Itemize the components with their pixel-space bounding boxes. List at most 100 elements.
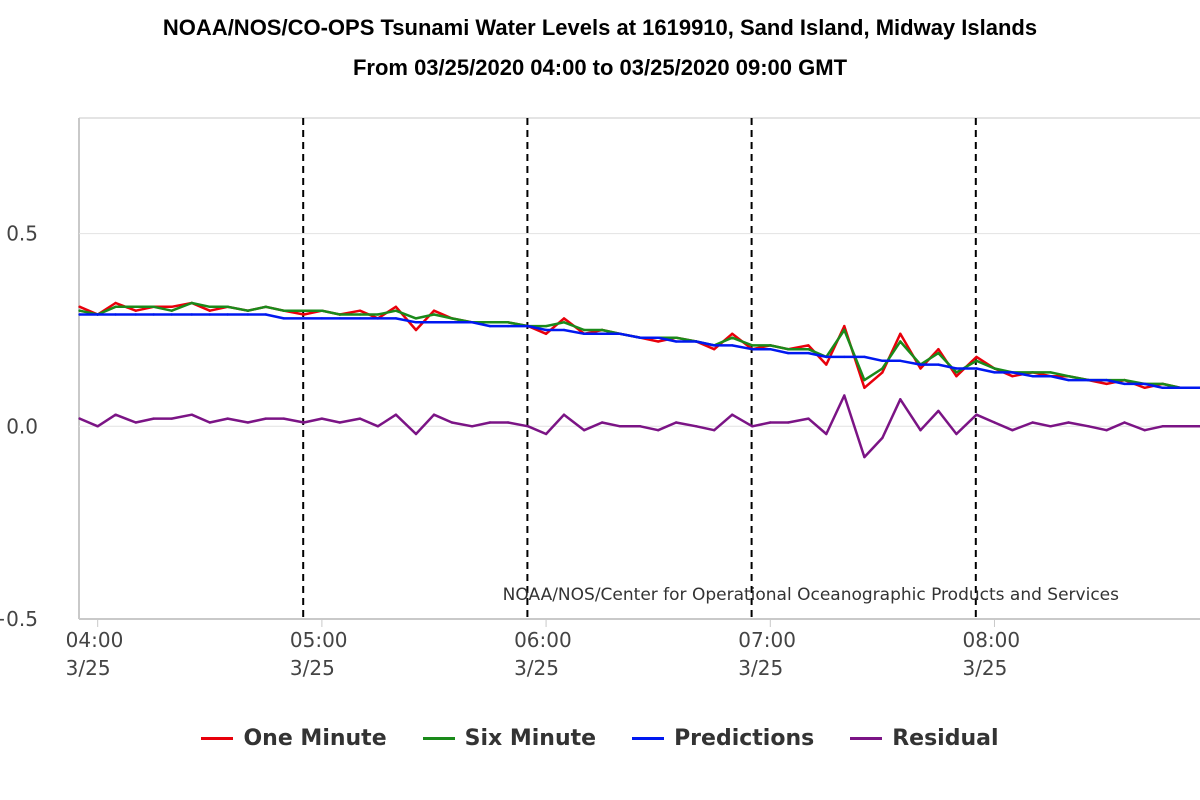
legend-swatch-predictions xyxy=(632,737,665,740)
data-point-six-minute xyxy=(769,344,772,347)
data-point-residual xyxy=(302,421,306,424)
data-point-residual xyxy=(1105,429,1108,432)
data-point-one-minute xyxy=(1011,375,1014,378)
data-point-one-minute xyxy=(881,371,884,374)
data-point-residual xyxy=(208,421,211,424)
legend-item-residual[interactable]: Residual xyxy=(850,726,999,751)
data-point-six-minute xyxy=(488,321,492,324)
data-point-residual xyxy=(993,421,996,424)
data-point-predictions xyxy=(114,313,117,316)
data-point-six-minute xyxy=(674,336,678,339)
data-point-residual xyxy=(432,413,436,416)
data-point-residual xyxy=(190,413,193,416)
data-point-residual xyxy=(825,432,828,436)
data-point-six-minute xyxy=(414,317,418,320)
data-point-six-minute xyxy=(544,324,548,328)
data-point-residual xyxy=(470,425,474,428)
data-point-predictions xyxy=(414,321,418,324)
data-point-six-minute xyxy=(751,344,754,347)
data-point-residual xyxy=(1067,421,1070,424)
data-point-residual xyxy=(1123,421,1126,424)
data-point-residual xyxy=(899,398,902,401)
data-point-predictions xyxy=(618,332,622,335)
data-point-residual xyxy=(695,425,698,428)
data-point-residual xyxy=(1161,425,1164,428)
data-point-residual xyxy=(1087,425,1090,428)
data-point-predictions xyxy=(769,348,772,351)
data-point-six-minute xyxy=(899,340,902,343)
data-point-predictions xyxy=(358,317,362,320)
data-point-residual xyxy=(414,432,418,436)
data-point-residual xyxy=(562,413,566,416)
data-point-six-minute xyxy=(1031,371,1034,374)
data-point-residual xyxy=(96,425,99,428)
data-point-predictions xyxy=(639,336,642,339)
data-point-predictions xyxy=(246,313,250,316)
data-point-residual xyxy=(881,436,884,440)
data-point-residual xyxy=(170,417,173,420)
x-tick-label-date: 3/25 xyxy=(962,656,1007,680)
legend-label-residual: Residual xyxy=(892,726,999,751)
data-point-residual xyxy=(674,421,678,424)
legend-label-six-minute: Six Minute xyxy=(464,726,597,751)
data-point-predictions xyxy=(825,355,828,359)
data-point-six-minute xyxy=(1161,382,1164,386)
data-point-six-minute xyxy=(955,371,958,374)
data-point-six-minute xyxy=(863,378,866,382)
data-point-six-minute xyxy=(338,313,341,316)
data-point-residual xyxy=(751,425,754,428)
legend-item-one-minute[interactable]: One Minute xyxy=(201,726,387,751)
data-point-predictions xyxy=(282,317,285,320)
data-point-predictions xyxy=(1011,371,1014,374)
data-point-residual xyxy=(919,429,922,432)
data-point-one-minute xyxy=(919,367,922,370)
data-point-six-minute xyxy=(78,309,81,312)
data-point-one-minute xyxy=(825,363,828,366)
data-point-predictions xyxy=(302,317,306,320)
data-point-six-minute xyxy=(583,328,586,332)
data-point-residual xyxy=(975,413,978,416)
data-point-residual xyxy=(152,417,155,420)
y-tick-label: −0.5 xyxy=(0,607,38,631)
data-point-one-minute xyxy=(657,340,660,343)
data-point-predictions xyxy=(170,313,173,316)
data-point-predictions xyxy=(899,359,902,362)
data-point-one-minute xyxy=(975,355,978,359)
data-point-predictions xyxy=(450,321,454,324)
x-tick-label-time: 08:00 xyxy=(962,628,1020,652)
data-point-residual xyxy=(544,432,548,436)
data-point-predictions xyxy=(432,321,436,324)
data-point-one-minute xyxy=(134,309,137,312)
data-point-predictions xyxy=(881,359,884,362)
legend-swatch-six-minute xyxy=(422,737,455,740)
data-point-one-minute xyxy=(394,305,398,308)
data-point-one-minute xyxy=(432,309,436,312)
data-point-one-minute xyxy=(562,317,566,320)
data-point-predictions xyxy=(993,371,996,374)
data-point-predictions xyxy=(731,344,734,347)
data-point-predictions xyxy=(562,328,566,332)
data-point-one-minute xyxy=(414,328,418,332)
data-point-six-minute xyxy=(450,317,454,320)
data-point-predictions xyxy=(751,348,754,351)
data-point-six-minute xyxy=(302,309,306,312)
data-point-six-minute xyxy=(246,309,250,312)
data-point-predictions xyxy=(937,363,940,366)
legend-item-predictions[interactable]: Predictions xyxy=(632,726,814,751)
data-point-residual xyxy=(769,421,772,424)
data-point-one-minute xyxy=(170,305,173,308)
data-point-six-minute xyxy=(134,305,137,308)
data-point-residual xyxy=(1179,425,1182,428)
data-point-predictions xyxy=(190,313,193,316)
data-point-six-minute xyxy=(208,305,211,308)
y-tick-label: 0.0 xyxy=(6,414,38,438)
data-point-predictions xyxy=(975,367,978,370)
data-point-six-minute xyxy=(190,301,193,305)
data-point-residual xyxy=(1143,429,1146,432)
legend-swatch-one-minute xyxy=(201,737,234,740)
data-point-six-minute xyxy=(1123,378,1126,382)
data-point-six-minute xyxy=(282,309,285,312)
legend-item-six-minute[interactable]: Six Minute xyxy=(422,726,597,751)
data-point-residual xyxy=(488,421,492,424)
